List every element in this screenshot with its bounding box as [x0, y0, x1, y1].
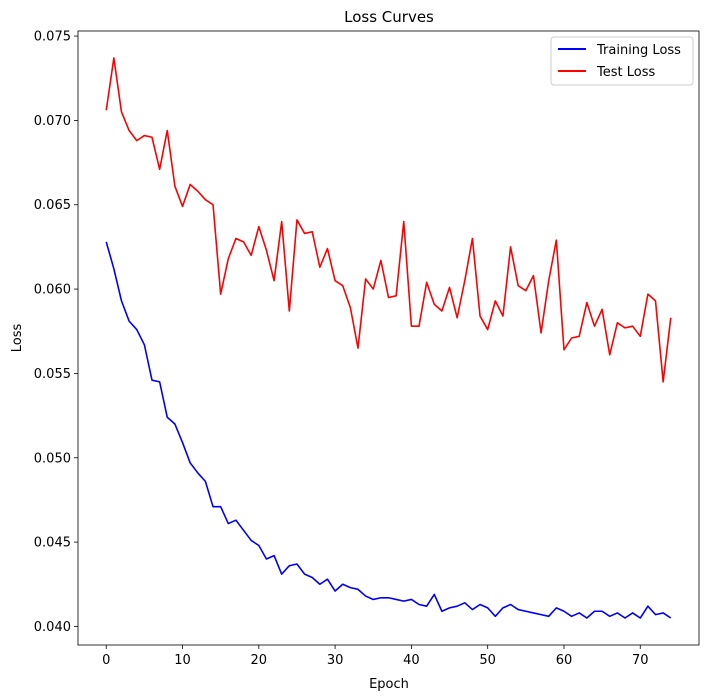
x-tick-label: 50 [479, 653, 496, 668]
y-tick-label: 0.075 [34, 30, 71, 45]
x-tick-label: 0 [102, 653, 110, 668]
x-axis-ticks: 0 10 20 30 40 50 60 70 [102, 645, 649, 668]
y-tick-label: 0.060 [34, 283, 71, 298]
x-tick-label: 60 [556, 653, 573, 668]
x-axis-title: Epoch [369, 677, 409, 692]
y-tick-label: 0.065 [34, 198, 71, 213]
x-tick-label: 30 [327, 653, 344, 668]
x-tick-label: 40 [403, 653, 420, 668]
y-tick-label: 0.050 [34, 451, 71, 466]
y-axis-title: Loss [10, 324, 25, 353]
x-tick-label: 20 [251, 653, 268, 668]
y-tick-label: 0.070 [34, 114, 71, 129]
y-tick-label: 0.040 [34, 620, 71, 635]
legend-box [550, 36, 694, 86]
series-line-training [105, 241, 672, 619]
plot-frame [77, 30, 700, 646]
y-axis-ticks: 0.040 0.045 0.050 0.055 0.060 0.065 0.070 0.075 [34, 30, 78, 635]
y-tick-label: 0.055 [34, 367, 71, 382]
chart-title: Loss Curves [344, 8, 434, 26]
legend: Training Loss Test Loss [550, 36, 694, 86]
legend-label-test: Test Loss [596, 65, 655, 80]
x-tick-label: 10 [174, 653, 191, 668]
y-tick-label: 0.045 [34, 536, 71, 551]
x-tick-label: 70 [632, 653, 649, 668]
legend-label-training: Training Loss [596, 43, 681, 58]
plot-series [105, 57, 672, 619]
series-line-test [105, 57, 672, 383]
